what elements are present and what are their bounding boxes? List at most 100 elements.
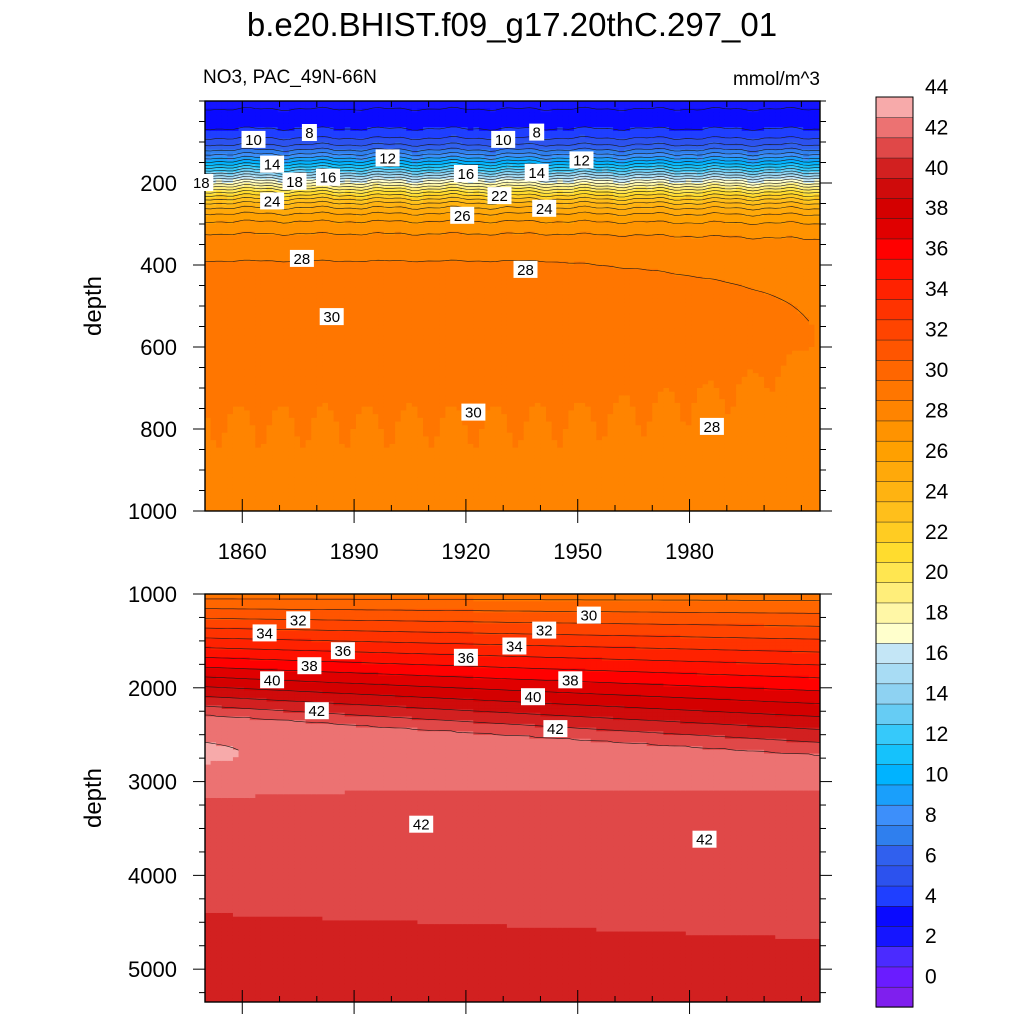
upper-fill-cell xyxy=(249,268,256,274)
upper-fill-cell xyxy=(400,101,407,106)
upper-fill-cell xyxy=(238,227,245,233)
upper-fill-cell xyxy=(428,197,435,203)
upper-fill-cell xyxy=(216,235,223,240)
upper-fill-cell xyxy=(238,421,245,426)
upper-fill-cell xyxy=(367,119,374,124)
upper-fill-cell xyxy=(260,242,268,247)
upper-fill-cell xyxy=(205,388,212,393)
upper-fill-cell xyxy=(311,455,318,460)
upper-fill-cell xyxy=(339,145,346,151)
upper-fill-cell xyxy=(383,496,391,501)
upper-fill-cell xyxy=(328,388,335,393)
upper-fill-cell xyxy=(272,108,279,113)
upper-fill-cell xyxy=(216,462,223,467)
upper-fill-cell xyxy=(311,496,318,501)
upper-fill-cell xyxy=(367,101,374,106)
upper-fill-cell xyxy=(344,320,351,326)
upper-fill-cell xyxy=(434,391,441,397)
upper-fill-cell xyxy=(428,410,435,415)
upper-fill-cell xyxy=(361,488,368,493)
upper-fill-cell xyxy=(400,130,407,136)
upper-fill-cell xyxy=(283,343,290,348)
upper-fill-cell xyxy=(395,324,402,329)
upper-fill-cell xyxy=(378,179,385,184)
upper-fill-cell xyxy=(439,343,447,348)
upper-fill-cell xyxy=(210,279,217,285)
upper-fill-cell xyxy=(400,492,407,497)
upper-fill-cell xyxy=(255,507,262,511)
upper-fill-cell xyxy=(300,499,307,505)
upper-fill-cell xyxy=(227,306,234,311)
upper-fill-cell xyxy=(216,209,223,214)
upper-fill-cell xyxy=(249,484,256,490)
upper-fill-cell xyxy=(266,149,273,154)
upper-fill-cell xyxy=(355,168,363,173)
upper-fill-cell xyxy=(221,380,228,385)
upper-fill-cell xyxy=(300,294,307,300)
upper-fill-cell xyxy=(417,306,424,311)
upper-fill-cell xyxy=(205,380,212,385)
upper-fill-cell xyxy=(260,473,268,479)
upper-fill-cell xyxy=(423,361,430,367)
upper-fill-cell xyxy=(277,410,284,415)
upper-fill-cell xyxy=(445,414,452,419)
upper-fill-cell xyxy=(339,298,346,303)
upper-fill-cell xyxy=(361,265,368,270)
upper-fill-cell xyxy=(389,373,396,378)
upper-fill-cell xyxy=(249,279,256,285)
upper-fill-cell xyxy=(249,104,256,110)
upper-fill-cell xyxy=(249,257,256,262)
upper-fill-cell xyxy=(272,421,279,426)
upper-fill-cell xyxy=(344,399,351,404)
upper-fill-cell xyxy=(395,332,402,337)
upper-fill-cell xyxy=(378,220,385,225)
upper-fill-cell xyxy=(439,417,447,423)
upper-fill-cell xyxy=(434,376,441,382)
upper-fill-cell xyxy=(417,112,424,117)
upper-fill-cell xyxy=(423,276,430,281)
upper-fill-cell xyxy=(300,268,307,274)
upper-fill-cell xyxy=(395,328,402,333)
upper-fill-cell xyxy=(216,384,223,389)
upper-fill-cell xyxy=(227,119,234,124)
upper-fill-cell xyxy=(260,291,268,296)
upper-fill-cell xyxy=(232,317,240,322)
upper-fill-cell xyxy=(277,391,284,397)
upper-fill-cell xyxy=(439,473,447,479)
upper-fill-cell xyxy=(406,276,413,281)
upper-fill-cell xyxy=(238,436,245,441)
upper-fill-cell xyxy=(221,309,228,315)
upper-fill-cell xyxy=(272,328,279,333)
upper-fill-cell xyxy=(216,112,223,117)
upper-fill-cell xyxy=(238,123,245,128)
upper-fill-cell xyxy=(333,209,340,214)
upper-fill-cell xyxy=(328,402,335,408)
upper-fill-cell xyxy=(227,268,234,274)
upper-fill-cell xyxy=(383,220,391,225)
upper-fill-cell xyxy=(395,481,402,486)
upper-fill-cell xyxy=(210,488,217,493)
upper-fill-cell xyxy=(395,175,402,180)
upper-fill-cell xyxy=(434,332,441,337)
upper-fill-cell xyxy=(350,492,357,497)
upper-fill-cell xyxy=(283,279,290,285)
upper-fill-cell xyxy=(294,384,301,389)
upper-fill-cell xyxy=(244,190,251,195)
upper-fill-cell xyxy=(383,350,391,356)
upper-fill-cell xyxy=(378,421,385,426)
upper-fill-cell xyxy=(227,276,234,281)
upper-fill-cell xyxy=(344,298,351,303)
upper-fill-cell xyxy=(283,406,290,411)
upper-fill-cell xyxy=(322,242,329,247)
upper-fill-cell xyxy=(311,156,318,162)
upper-fill-cell xyxy=(216,417,223,423)
upper-fill-cell xyxy=(311,119,318,124)
upper-fill-cell xyxy=(238,350,245,356)
upper-fill-cell xyxy=(238,291,245,296)
upper-fill-cell xyxy=(428,499,435,505)
upper-fill-cell xyxy=(294,425,301,430)
upper-fill-cell xyxy=(221,235,228,240)
upper-fill-cell xyxy=(294,503,301,508)
upper-fill-cell xyxy=(355,268,363,274)
upper-fill-cell xyxy=(283,261,290,266)
